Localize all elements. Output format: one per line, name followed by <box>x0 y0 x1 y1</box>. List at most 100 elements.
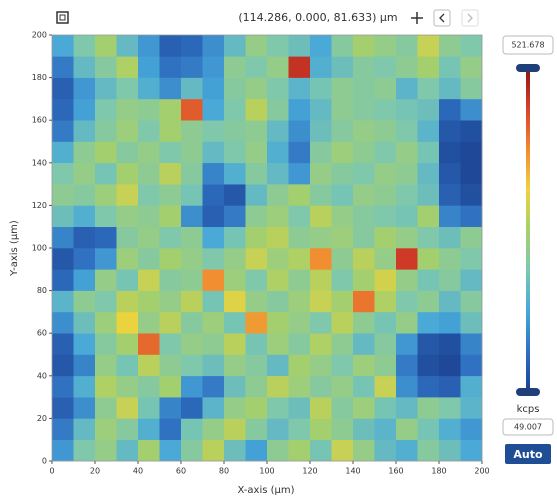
heatmap-cell <box>181 184 203 206</box>
heatmap-cell <box>181 226 203 249</box>
heatmap-cell <box>288 35 311 57</box>
heatmap-cell <box>202 205 225 227</box>
heatmap-cell <box>460 184 483 206</box>
heatmap-cell <box>73 397 96 419</box>
heatmap-cell <box>331 77 354 100</box>
colorbar-unit: kcps <box>517 404 540 415</box>
y-tick-label: 120 <box>32 201 47 210</box>
heatmap-cell <box>353 311 375 334</box>
auto-button-label: Auto <box>513 448 543 461</box>
heatmap-cell <box>417 439 440 462</box>
prev-arrow <box>439 13 445 23</box>
heatmap-cell <box>460 418 483 440</box>
heatmap-cell <box>288 333 311 355</box>
heatmap-cell <box>288 205 311 227</box>
heatmap-cell <box>224 439 246 462</box>
colorbar-min-handle[interactable] <box>516 388 540 396</box>
y-tick-label: 0 <box>42 457 47 466</box>
auto-button[interactable] <box>505 444 551 464</box>
heatmap-cell <box>52 141 74 164</box>
heatmap-cell <box>288 226 311 249</box>
heatmap-cell <box>224 205 246 227</box>
next-button[interactable] <box>461 9 479 27</box>
heatmap-cell <box>460 311 483 334</box>
heatmap-cell <box>353 205 375 227</box>
colorbar-max-handle[interactable] <box>516 64 540 72</box>
heatmap-cell <box>439 333 461 355</box>
heatmap-cell <box>73 226 96 249</box>
heatmap-cell <box>396 248 418 270</box>
heatmap-cell <box>224 397 246 419</box>
heatmap-cell <box>95 354 117 377</box>
heatmap-cell <box>159 333 182 355</box>
heatmap-cell <box>267 184 289 206</box>
min-input[interactable] <box>502 418 554 436</box>
heatmap-cell <box>159 269 182 291</box>
heatmap-cell <box>181 290 203 313</box>
y-axis-label: Y-axis (µm) <box>9 220 20 277</box>
heatmap-cell <box>245 375 268 398</box>
heatmap-cell <box>52 290 74 313</box>
heatmap-cell <box>310 290 332 313</box>
heatmap-cell <box>202 226 225 249</box>
heatmap-cell <box>331 162 354 185</box>
heatmap-cell <box>116 205 139 227</box>
heatmap-cell <box>224 141 246 164</box>
heatmap-cell <box>138 333 160 355</box>
heatmap-cell <box>159 120 182 142</box>
heatmap-cell <box>138 311 160 334</box>
move-icon[interactable] <box>411 12 423 24</box>
heatmap-cell <box>396 162 418 185</box>
heatmap-cell <box>95 439 117 462</box>
frame-icon[interactable] <box>56 11 69 24</box>
heatmap-cell <box>73 98 96 121</box>
heatmap-cell <box>95 333 117 355</box>
heatmap-cell <box>73 418 96 440</box>
heatmap-cell <box>396 141 418 164</box>
heatmap-cell <box>138 269 160 291</box>
heatmap-cell <box>417 56 440 78</box>
heatmap-cell <box>267 141 289 164</box>
heatmap-cell <box>52 162 74 185</box>
heatmap-cell <box>331 184 354 206</box>
heatmap-cell <box>73 311 96 334</box>
heatmap-cell <box>396 397 418 419</box>
heatmap-cell <box>353 418 375 440</box>
heatmap-cell <box>374 162 397 185</box>
heatmap-cell <box>138 397 160 419</box>
heatmap-cell <box>267 35 289 57</box>
prev-button[interactable] <box>433 9 451 27</box>
heatmap-cell <box>224 77 246 100</box>
min-value: 49.007 <box>514 423 542 432</box>
heatmap-cell <box>460 56 483 78</box>
heatmap-cell <box>116 290 139 313</box>
heatmap-cell <box>181 418 203 440</box>
heatmap-cell <box>331 439 354 462</box>
heatmap-cell <box>331 375 354 398</box>
x-tick-label: 200 <box>474 467 489 476</box>
max-input[interactable] <box>502 35 554 55</box>
heatmap-cell <box>95 184 117 206</box>
heatmap-cell <box>460 290 483 313</box>
heatmap-cell <box>116 248 139 270</box>
heatmap-cell <box>288 354 311 377</box>
heatmap-cell <box>224 35 246 57</box>
heatmap-cell <box>331 226 354 249</box>
heatmap-cell <box>159 354 182 377</box>
heatmap-cell <box>159 77 182 100</box>
heatmap-cell <box>439 439 461 462</box>
heatmap-cell <box>288 184 311 206</box>
heatmap-cell <box>353 333 375 355</box>
heatmap-cell <box>224 162 246 185</box>
heatmap-cell <box>52 184 74 206</box>
max-value: 521.678 <box>511 41 544 50</box>
heatmap-cell <box>396 290 418 313</box>
heatmap-cell <box>288 418 311 440</box>
heatmap-cell <box>460 397 483 419</box>
heatmap-cell <box>439 35 461 57</box>
heatmap-cell <box>202 98 225 121</box>
heatmap-cell <box>73 375 96 398</box>
heatmap-cell <box>73 248 96 270</box>
heatmap-cell <box>417 226 440 249</box>
heatmap-cell <box>52 35 74 57</box>
